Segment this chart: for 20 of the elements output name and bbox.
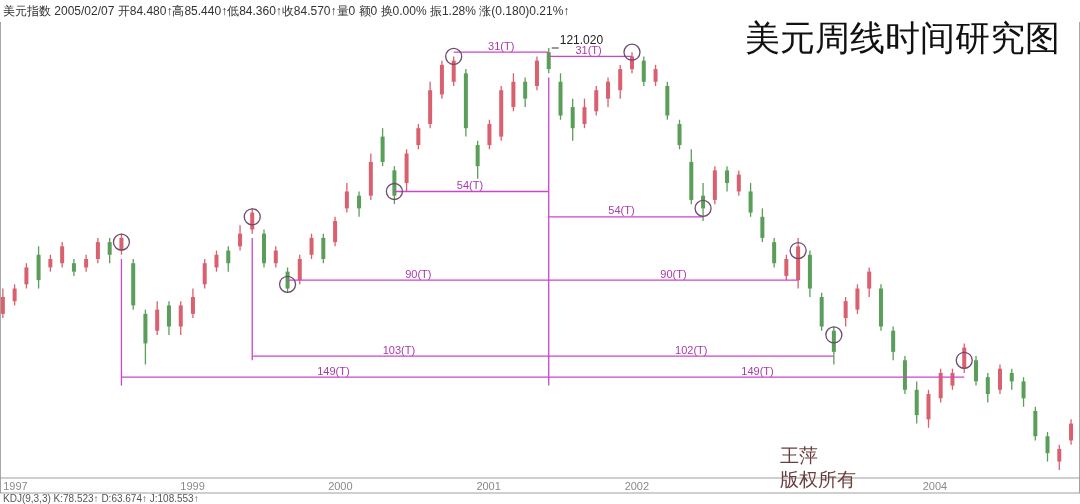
x-tick-label: 2002	[624, 480, 650, 492]
annotation: 版权所有	[780, 469, 856, 490]
annotation: 王萍	[780, 445, 818, 466]
annotation: 54(T)	[456, 179, 484, 191]
x-tick-label: 1997	[3, 480, 28, 492]
annotation: 90(T)	[660, 267, 687, 280]
annotation: 149(T)	[317, 364, 350, 377]
annotation: 102(T)	[675, 343, 708, 356]
annotation: 54(T)	[608, 204, 635, 217]
annotation: 90(T)	[405, 267, 432, 280]
annotation: 美元指数 2005/02/07 开84.480↑高85.440↑低84.360↑收84.570↑量0 额0 换0.00% 振1.28% 涨(0.180)0.21%↑	[3, 4, 570, 18]
x-tick-label: 2001	[476, 480, 501, 492]
annotation: KDJ(9,3,3) K:78.523↑ D:63.674↑ J:108.553↑	[3, 493, 199, 504]
x-tick-label: 2000	[328, 480, 353, 492]
title: 美元周线时间研究图	[745, 19, 1060, 58]
annotation: 31(T)	[488, 39, 515, 52]
x-tick-label: 2004	[922, 480, 948, 492]
annotation: 103(T)	[382, 343, 416, 356]
x-tick-label: 1999	[180, 480, 205, 492]
annotation: 149(T)	[741, 364, 774, 377]
